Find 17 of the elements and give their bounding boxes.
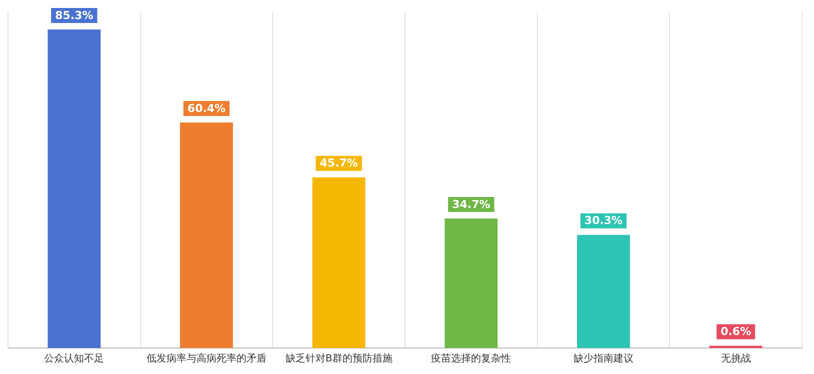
- bar: [312, 177, 366, 348]
- bar: [48, 30, 101, 348]
- bar: [180, 122, 233, 348]
- data-label: 34.7%: [452, 198, 490, 211]
- x-tick-label: 低发病率与高病死率的矛盾: [146, 352, 266, 365]
- data-label: 30.3%: [584, 214, 623, 228]
- bar: [444, 218, 498, 348]
- data-label: 45.7%: [320, 156, 358, 170]
- x-tick-label: 缺少指南建议: [574, 352, 634, 365]
- data-label: 0.6%: [720, 325, 752, 338]
- x-tick-label: 缺乏针对B群的预防措施: [285, 352, 392, 365]
- x-tick-label: 无挑战: [720, 352, 751, 365]
- x-tick-label: 公众认知不足: [44, 352, 104, 365]
- x-tick-label: 疫苗选择的复杂性: [431, 352, 512, 365]
- bar: [577, 234, 630, 348]
- data-label: 60.4%: [187, 102, 226, 115]
- data-label: 85.3%: [55, 8, 94, 22]
